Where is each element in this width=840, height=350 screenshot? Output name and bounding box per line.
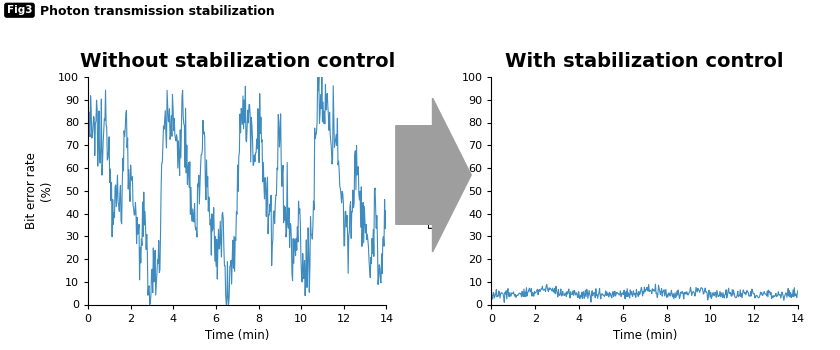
- Text: Photon transmission stabilization: Photon transmission stabilization: [40, 5, 275, 18]
- FancyArrow shape: [396, 98, 471, 252]
- Y-axis label: Bit error rate
(%): Bit error rate (%): [428, 152, 456, 229]
- Y-axis label: Bit error rate
(%): Bit error rate (%): [24, 152, 53, 229]
- X-axis label: Time (min): Time (min): [612, 329, 677, 342]
- Title: Without stabilization control: Without stabilization control: [80, 52, 395, 71]
- Text: Fig3: Fig3: [7, 5, 32, 15]
- X-axis label: Time (min): Time (min): [205, 329, 270, 342]
- Title: With stabilization control: With stabilization control: [506, 52, 784, 71]
